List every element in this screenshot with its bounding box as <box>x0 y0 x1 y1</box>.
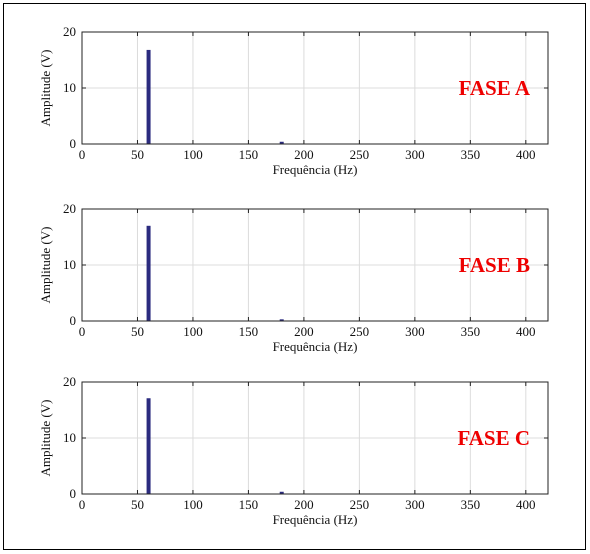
x-tick-label: 400 <box>516 147 536 162</box>
phase-annotation: FASE C <box>457 426 530 450</box>
y-tick-label: 0 <box>70 486 77 501</box>
x-tick-label: 0 <box>79 324 86 339</box>
x-tick-label: 300 <box>405 497 425 512</box>
x-tick-label: 150 <box>239 497 259 512</box>
y-tick-label: 10 <box>63 80 76 95</box>
y-tick-label: 10 <box>63 430 76 445</box>
bar-180hz <box>279 491 284 494</box>
x-tick-label: 150 <box>239 324 259 339</box>
x-tick-label: 100 <box>183 324 203 339</box>
x-tick-label: 250 <box>350 147 370 162</box>
x-tick-label: 50 <box>131 324 144 339</box>
x-tick-label: 300 <box>405 324 425 339</box>
x-tick-label: 0 <box>79 497 86 512</box>
x-tick-label: 100 <box>183 147 203 162</box>
x-tick-label: 100 <box>183 497 203 512</box>
bar-60hz <box>146 225 151 321</box>
x-tick-label: 200 <box>294 497 314 512</box>
x-tick-label: 150 <box>239 147 259 162</box>
y-tick-label: 20 <box>63 201 76 216</box>
x-axis-label: Frequência (Hz) <box>273 339 358 354</box>
x-tick-label: 250 <box>350 324 370 339</box>
x-tick-label: 200 <box>294 324 314 339</box>
x-tick-label: 400 <box>516 497 536 512</box>
bar-60hz <box>146 398 151 494</box>
y-tick-label: 10 <box>63 257 76 272</box>
panel-3: 0 50 100 150 200 250 300 350 400 0 10 20 Frequência … <box>38 374 549 527</box>
phase-annotation: FASE A <box>459 76 531 100</box>
y-axis-label: Amplitude (V) <box>38 400 53 477</box>
x-axis-label: Frequência (Hz) <box>273 512 358 527</box>
figure-frame <box>3 3 586 550</box>
y-axis-label: Amplitude (V) <box>38 50 53 127</box>
x-tick-label: 350 <box>461 147 481 162</box>
x-tick-label: 300 <box>405 147 425 162</box>
panel-2: 0 50 100 150 200 250 300 350 400 0 10 20 Frequência … <box>38 201 549 354</box>
x-tick-label: 50 <box>131 147 144 162</box>
bar-180hz <box>279 319 284 321</box>
x-tick-label: 250 <box>350 497 370 512</box>
x-tick-label: 350 <box>461 497 481 512</box>
y-tick-label: 0 <box>70 136 77 151</box>
x-tick-label: 350 <box>461 324 481 339</box>
y-axis-label: Amplitude (V) <box>38 227 53 304</box>
y-tick-label: 0 <box>70 313 77 328</box>
bar-60hz <box>146 49 151 144</box>
x-tick-label: 50 <box>131 497 144 512</box>
x-tick-label: 400 <box>516 324 536 339</box>
y-tick-label: 20 <box>63 374 76 389</box>
phase-annotation: FASE B <box>459 253 530 277</box>
bar-180hz <box>279 141 284 144</box>
x-axis-label: Frequência (Hz) <box>273 162 358 177</box>
x-tick-label: 0 <box>79 147 86 162</box>
y-tick-label: 20 <box>63 24 76 39</box>
x-tick-label: 200 <box>294 147 314 162</box>
panel-1: 0 50 100 150 200 250 300 350 400 0 10 20 Frequência … <box>38 24 549 177</box>
